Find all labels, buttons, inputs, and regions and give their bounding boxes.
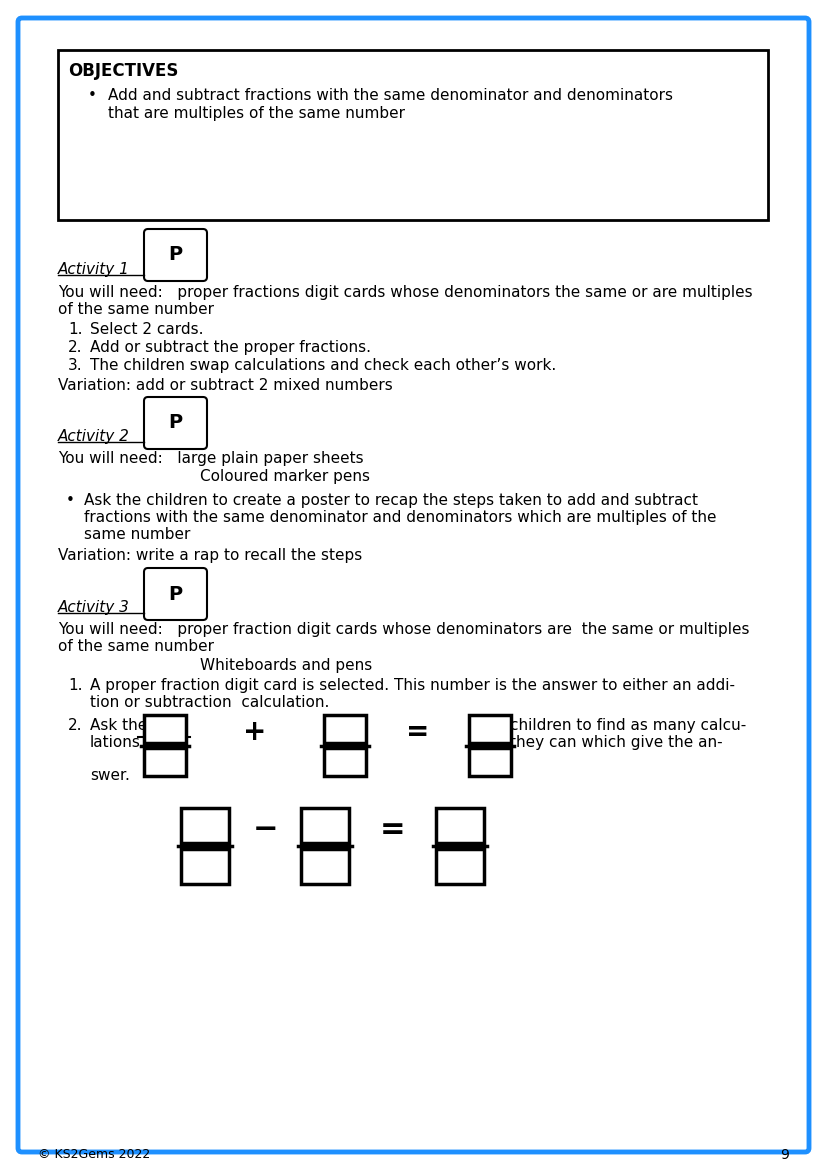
Bar [469,715,511,743]
Text: =: = [406,718,429,746]
FancyBboxPatch shape [144,567,207,620]
Text: swer.: swer. [90,768,130,783]
Text: Activity 3: Activity 3 [58,600,130,615]
Text: You will need:   proper fractions digit cards whose denominators the same or are: You will need: proper fractions digit ca… [58,285,753,300]
Text: Add or subtract the proper fractions.: Add or subtract the proper fractions. [90,340,371,355]
Text: P: P [169,246,183,264]
Text: Coloured marker pens: Coloured marker pens [200,469,370,484]
Text: •: • [88,88,97,103]
Text: 2.: 2. [68,718,83,732]
Text: © KS2Gems 2022: © KS2Gems 2022 [38,1148,151,1161]
Text: Select 2 cards.: Select 2 cards. [90,322,203,337]
FancyBboxPatch shape [18,18,809,1152]
Bar [324,748,366,776]
Text: 3.: 3. [68,358,83,373]
Text: You will need:   large plain paper sheets: You will need: large plain paper sheets [58,450,364,466]
Text: 1.: 1. [68,322,83,337]
Text: same number: same number [84,526,190,542]
Text: Whiteboards and pens: Whiteboards and pens [200,658,372,673]
Text: •: • [66,493,75,508]
Text: =: = [380,815,405,844]
Text: they can which give the an-: they can which give the an- [510,735,723,750]
Text: 1.: 1. [68,677,83,693]
Text: of the same number: of the same number [58,639,214,654]
Bar [181,849,229,885]
Text: A proper fraction digit card is selected. This number is the answer to either an: A proper fraction digit card is selected… [90,677,735,693]
Text: 2.: 2. [68,340,83,355]
Bar [144,715,186,743]
Text: 9: 9 [780,1148,789,1162]
Text: children to find as many calcu-: children to find as many calcu- [510,718,746,732]
Bar [301,849,349,885]
Bar [324,715,366,743]
Bar [436,849,484,885]
Bar [144,748,186,776]
FancyBboxPatch shape [144,397,207,449]
Text: fractions with the same denominator and denominators which are multiples of the: fractions with the same denominator and … [84,510,716,525]
Text: lations: lations [90,735,141,750]
Bar [58,50,768,220]
Text: +: + [243,718,266,746]
Text: Activity 1: Activity 1 [58,262,130,277]
Text: that are multiples of the same number: that are multiples of the same number [108,106,405,121]
Text: P: P [169,413,183,433]
Text: P: P [169,585,183,604]
Text: tion or subtraction  calculation.: tion or subtraction calculation. [90,695,329,710]
Text: Ask the children to create a poster to recap the steps taken to add and subtract: Ask the children to create a poster to r… [84,493,698,508]
Bar [469,748,511,776]
Bar [181,808,229,844]
Bar [436,808,484,844]
Text: The children swap calculations and check each other’s work.: The children swap calculations and check… [90,358,557,373]
Text: Ask the: Ask the [90,718,147,732]
Text: of the same number: of the same number [58,302,214,317]
Text: as: as [163,735,180,750]
Bar [301,808,349,844]
Text: You will need:   proper fraction digit cards whose denominators are  the same or: You will need: proper fraction digit car… [58,622,749,636]
FancyBboxPatch shape [144,229,207,281]
Text: Variation: write a rap to recall the steps: Variation: write a rap to recall the ste… [58,548,362,563]
Text: Variation: add or subtract 2 mixed numbers: Variation: add or subtract 2 mixed numbe… [58,378,393,393]
Text: Add and subtract fractions with the same denominator and denominators: Add and subtract fractions with the same… [108,88,673,103]
Text: OBJECTIVES: OBJECTIVES [68,62,179,80]
Text: Activity 2: Activity 2 [58,429,130,443]
Text: −: − [252,815,278,844]
